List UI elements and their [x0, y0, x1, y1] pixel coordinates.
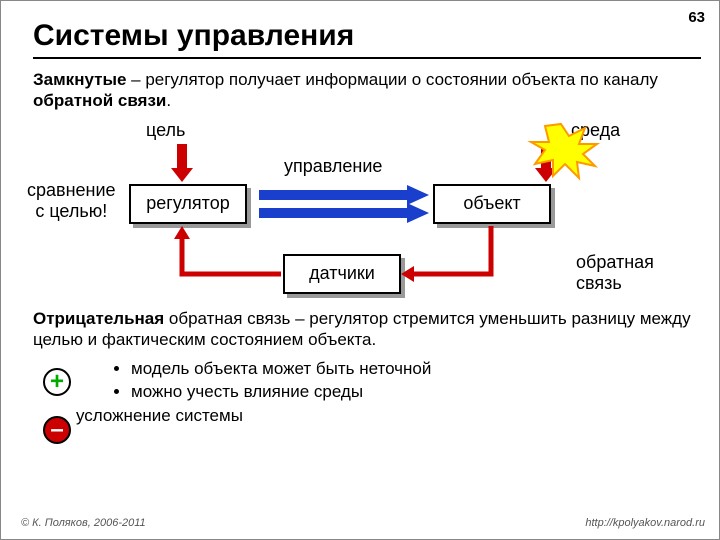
- intro-text: – регулятор получает информации о состоя…: [126, 70, 657, 89]
- intro-text2: .: [166, 91, 171, 110]
- title-rule: [33, 57, 701, 59]
- page-number: 63: [688, 9, 705, 26]
- page-title: Системы управления: [33, 19, 719, 53]
- intro-bold: Замкнутые: [33, 70, 126, 89]
- bullet-list: модель объекта может быть неточной можно…: [91, 358, 719, 404]
- footer: © К. Поляков, 2006-2011 http://kpolyakov…: [21, 517, 705, 529]
- footer-right: http://kpolyakov.narod.ru: [585, 517, 705, 529]
- diagram-arrows: [1, 114, 720, 304]
- complication-text: усложнение системы: [76, 406, 719, 426]
- intro-bold2: обратной связи: [33, 91, 166, 110]
- intro-paragraph: Замкнутые – регулятор получает информаци…: [33, 69, 693, 112]
- list-item: можно учесть влияние среды: [131, 381, 719, 404]
- negative-paragraph: Отрицательная обратная связь – регулятор…: [33, 308, 693, 351]
- plus-icon: +: [43, 368, 71, 396]
- list-item: модель объекта может быть неточной: [131, 358, 719, 381]
- negative-bold: Отрицательная: [33, 309, 164, 328]
- minus-icon: –: [43, 416, 71, 444]
- footer-left: © К. Поляков, 2006-2011: [21, 517, 146, 529]
- flow-diagram: цель среда управление сравнение с целью!…: [1, 114, 719, 304]
